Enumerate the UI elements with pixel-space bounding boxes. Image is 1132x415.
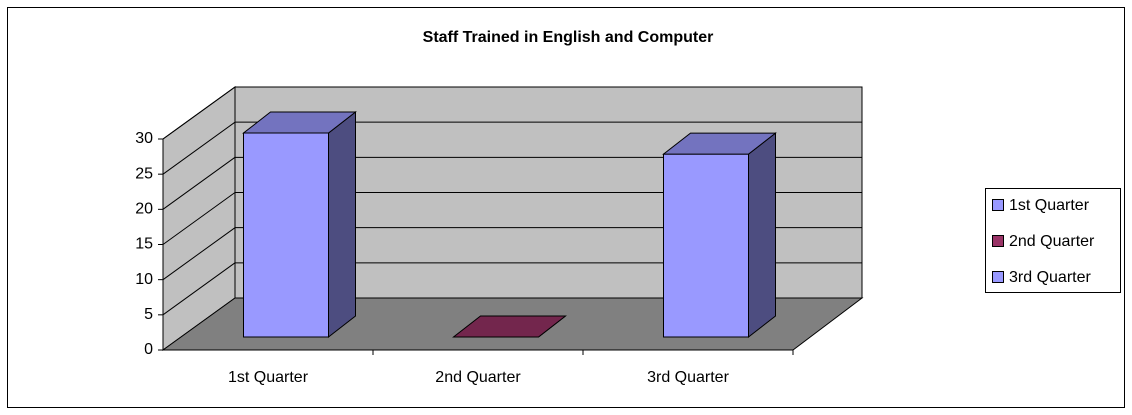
grid-line (162, 227, 236, 281)
grid-line (162, 192, 236, 245)
bar-front (663, 153, 749, 338)
bar (242, 111, 357, 339)
x-tick-label: 3rd Quarter (647, 369, 729, 386)
y-tick-label: 30 (135, 130, 153, 147)
legend-swatch (992, 199, 1004, 211)
bar-top (662, 132, 777, 155)
x-tick-label: 1st Quarter (228, 369, 309, 386)
y-tick-label: 5 (144, 306, 153, 323)
y-tick-label: 0 (144, 341, 153, 358)
x-tick-label: 2nd Quarter (435, 369, 521, 386)
grid-line (162, 156, 236, 210)
bar (662, 132, 777, 339)
legend-label: 1st Quarter (1009, 197, 1090, 214)
bar-side (748, 132, 776, 339)
legend (985, 188, 1121, 293)
y-tick-label: 25 (135, 165, 153, 182)
chart-title: Staff Trained in English and Computer (423, 29, 714, 46)
bar-side (328, 111, 356, 339)
grid-line (162, 86, 236, 140)
y-tick-label: 20 (135, 201, 153, 218)
legend-label: 2nd Quarter (1009, 233, 1095, 250)
bar (452, 315, 567, 338)
bar-top (452, 315, 567, 338)
y-tick-label: 15 (135, 236, 153, 253)
y-tick-label: 10 (135, 271, 153, 288)
legend-swatch (992, 271, 1004, 283)
bar-top (242, 111, 357, 134)
grid-line (162, 121, 236, 175)
grid-line (162, 262, 236, 316)
legend-label: 3rd Quarter (1009, 269, 1091, 286)
bar-front (243, 132, 329, 338)
legend-swatch (992, 235, 1004, 247)
